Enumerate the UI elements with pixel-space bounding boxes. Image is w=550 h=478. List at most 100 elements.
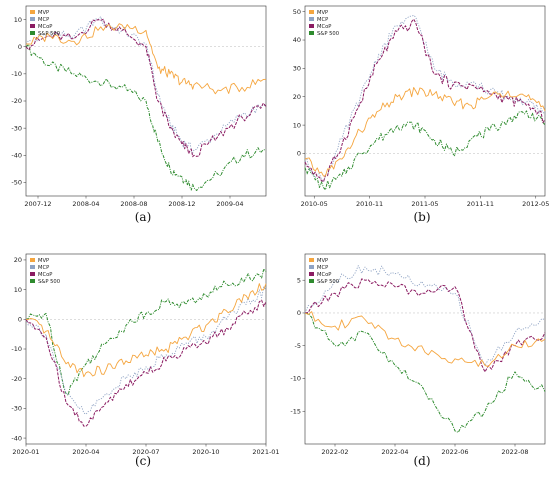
x-tick-label: 2009-04 xyxy=(216,200,243,208)
legend-label: MCoP xyxy=(317,272,331,278)
x-tick-label: 2020-04 xyxy=(72,448,99,456)
legend-swatch xyxy=(309,24,314,28)
y-tick-label: -10 xyxy=(11,345,22,353)
x-tick-label: 2008-08 xyxy=(120,200,147,208)
legend-swatch xyxy=(309,279,314,283)
legend-label: MVP xyxy=(38,258,49,264)
y-tick-label: 5 xyxy=(297,276,301,284)
legend-swatch xyxy=(30,24,35,28)
x-tick-label: 2020-01 xyxy=(12,448,39,456)
y-tick-label: 40 xyxy=(293,36,301,44)
y-tick-label: -20 xyxy=(11,375,22,383)
legend-swatch xyxy=(30,10,35,14)
legend-label: MVP xyxy=(317,10,328,16)
y-tick-label: -30 xyxy=(11,405,22,413)
panel-caption: (b) xyxy=(413,210,430,224)
legend-swatch xyxy=(309,31,314,35)
legend-label: MCP xyxy=(38,17,49,23)
plot-frame xyxy=(25,253,267,445)
series-line-mvp xyxy=(304,87,546,177)
chart-panel-1: 10 0 -10 -20 -30 -40 -50 2007-12 2008-04 2008-08 2… xyxy=(11,5,267,224)
legend-swatch xyxy=(309,17,314,21)
panel-caption: (c) xyxy=(135,454,151,468)
y-tick-label: 0 xyxy=(18,316,22,324)
series-line-mvp xyxy=(304,311,546,368)
legend-swatch xyxy=(309,272,314,276)
x-tick-label: 2007-12 xyxy=(24,200,51,208)
legend-label: MCoP xyxy=(38,272,52,278)
series-line-mcp xyxy=(304,265,546,366)
series-line-mvp xyxy=(25,23,267,95)
x-tick-label: 2011-11 xyxy=(467,200,494,208)
panel-caption: (d) xyxy=(413,454,430,468)
legend-label: MCP xyxy=(317,265,328,271)
plot-frame xyxy=(304,253,546,445)
y-tick-label: 20 xyxy=(293,93,301,101)
series-line-s-p-500 xyxy=(304,110,546,191)
y-tick-label: 10 xyxy=(14,16,22,24)
y-tick-label: -40 xyxy=(11,434,22,442)
y-tick-label: 0 xyxy=(297,309,301,317)
x-tick-label: 2022-06 xyxy=(441,448,468,456)
x-tick-label: 2022-02 xyxy=(321,448,348,456)
y-tick-label: 50 xyxy=(293,8,301,16)
legend-label: S&P 500 xyxy=(38,31,60,37)
x-tick-label: 2020-07 xyxy=(132,448,159,456)
x-tick-label: 2010-05 xyxy=(301,200,328,208)
legend-label: S&P 500 xyxy=(38,279,60,285)
chart-panel-3: 20 10 0 -10 -20 -30 -40 2020-01 2020-04 2020-07 20… xyxy=(11,253,280,468)
legend-label: S&P 500 xyxy=(317,279,339,285)
legend-swatch xyxy=(30,279,35,283)
series-line-mcp xyxy=(25,16,267,154)
legend-label: MCP xyxy=(317,17,328,23)
chart-panel-2: 50 40 30 20 10 0 2010-05 2010-11 2011-05 2011-11 2… xyxy=(293,5,549,224)
legend-label: MCoP xyxy=(317,24,331,30)
legend-swatch xyxy=(30,258,35,262)
legend-swatch xyxy=(309,10,314,14)
x-tick-label: 2022-04 xyxy=(381,448,408,456)
panel-caption: (a) xyxy=(135,210,152,224)
x-tick-label: 2020-10 xyxy=(192,448,219,456)
legend-label: MVP xyxy=(38,10,49,16)
x-tick-label: 2008-04 xyxy=(72,200,99,208)
y-tick-label: -40 xyxy=(11,151,22,159)
legend-swatch xyxy=(30,17,35,21)
series-line-mcop xyxy=(304,18,546,183)
plot-frame xyxy=(304,5,546,197)
series-line-mcp xyxy=(304,14,546,183)
legend-label: MCP xyxy=(38,265,49,271)
series-line-mvp xyxy=(25,283,267,378)
x-tick-label: 2008-12 xyxy=(168,200,195,208)
series-line-s-p-500 xyxy=(25,268,267,396)
legend-swatch xyxy=(309,265,314,269)
legend-label: MCoP xyxy=(38,24,52,30)
x-tick-label: 2010-11 xyxy=(356,200,383,208)
y-tick-label: 30 xyxy=(293,65,301,73)
y-tick-label: 10 xyxy=(14,286,22,294)
y-tick-label: -30 xyxy=(11,124,22,132)
series-line-s-p-500 xyxy=(25,44,267,191)
legend-swatch xyxy=(30,272,35,276)
chart-panel-4: 5 0 -5 -10 -15 2022-02 2022-04 2022-06 2022-08 MV… xyxy=(290,253,546,468)
legend-label: MVP xyxy=(317,258,328,264)
legend-swatch xyxy=(309,258,314,262)
x-tick-label: 2021-01 xyxy=(252,448,279,456)
x-tick-label: 2011-05 xyxy=(411,200,438,208)
y-tick-label: -20 xyxy=(11,97,22,105)
series-line-s-p-500 xyxy=(304,312,546,433)
y-tick-label: -50 xyxy=(11,179,22,187)
legend-swatch xyxy=(30,265,35,269)
series-line-mcop xyxy=(25,18,267,158)
x-tick-label: 2022-08 xyxy=(501,448,528,456)
legend-label: S&P 500 xyxy=(317,31,339,37)
y-tick-label: -5 xyxy=(295,342,301,350)
y-tick-label: -10 xyxy=(11,70,22,78)
series-line-mcop xyxy=(304,278,546,373)
series-line-mcop xyxy=(25,299,267,427)
x-tick-label: 2012-05 xyxy=(522,200,549,208)
y-tick-label: 0 xyxy=(18,43,22,51)
